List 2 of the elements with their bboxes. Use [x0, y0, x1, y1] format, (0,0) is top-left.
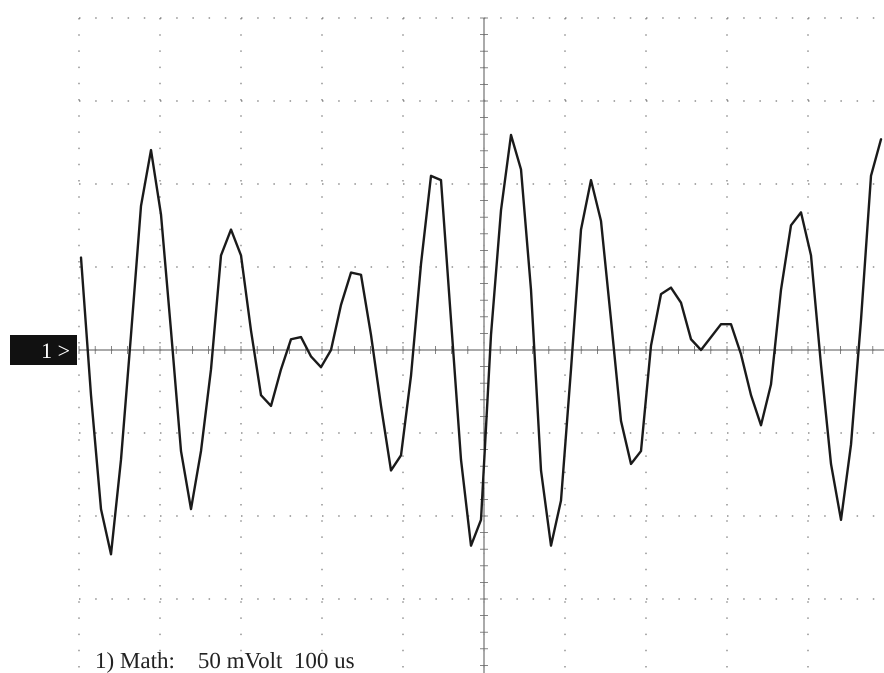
- text: 1 >: [41, 338, 70, 363]
- text: 1) Math: 50 mVolt 100 us: [95, 648, 355, 673]
